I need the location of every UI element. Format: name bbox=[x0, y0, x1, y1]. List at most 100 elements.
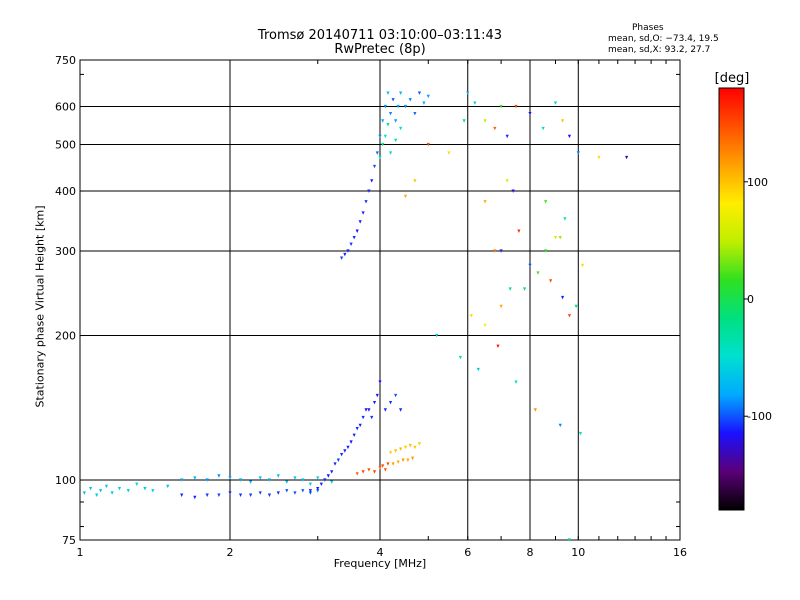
data-point bbox=[378, 466, 382, 470]
data-point bbox=[558, 235, 562, 240]
data-point bbox=[316, 486, 320, 491]
data-point bbox=[378, 134, 382, 139]
data-point bbox=[493, 249, 497, 253]
data-point bbox=[469, 314, 473, 318]
data-point bbox=[426, 94, 430, 99]
data-point bbox=[483, 119, 487, 123]
data-point bbox=[528, 263, 532, 268]
data-point bbox=[466, 91, 470, 95]
data-point bbox=[326, 474, 330, 478]
data-point bbox=[514, 380, 518, 384]
data-point bbox=[361, 211, 365, 215]
data-point bbox=[563, 217, 567, 221]
y-tick-label: 75 bbox=[62, 534, 76, 547]
data-point bbox=[394, 138, 398, 143]
data-point bbox=[383, 104, 387, 109]
data-point bbox=[580, 263, 585, 268]
data-point bbox=[346, 249, 350, 253]
data-point bbox=[401, 458, 405, 462]
data-point bbox=[388, 400, 393, 405]
data-point bbox=[505, 179, 509, 183]
data-point bbox=[151, 489, 155, 493]
data-point bbox=[205, 478, 209, 482]
data-point bbox=[343, 252, 347, 257]
phases-heading: Phases bbox=[632, 23, 664, 33]
x-tick-label: 6 bbox=[464, 546, 471, 559]
data-point bbox=[422, 101, 426, 105]
data-point bbox=[285, 480, 289, 484]
data-point bbox=[367, 408, 371, 412]
x-tick-label: 10 bbox=[571, 546, 585, 559]
data-point bbox=[88, 486, 93, 491]
data-point bbox=[293, 476, 297, 480]
data-point bbox=[381, 119, 385, 123]
data-point bbox=[217, 474, 221, 478]
colorbar-tick-label: 100 bbox=[747, 176, 768, 189]
data-point bbox=[352, 433, 356, 437]
data-point bbox=[517, 229, 521, 233]
data-point bbox=[249, 493, 253, 497]
y-tick-label: 200 bbox=[55, 330, 76, 343]
data-point bbox=[364, 408, 368, 412]
data-point bbox=[410, 456, 415, 461]
data-point bbox=[228, 476, 232, 480]
data-point bbox=[408, 98, 412, 102]
data-point bbox=[99, 489, 103, 493]
data-point bbox=[193, 495, 197, 500]
data-point bbox=[301, 489, 305, 493]
data-point bbox=[567, 134, 572, 139]
data-point bbox=[361, 415, 365, 420]
data-point bbox=[426, 142, 430, 147]
x-tick-label: 1 bbox=[77, 546, 84, 559]
data-point bbox=[364, 200, 368, 204]
data-point bbox=[403, 194, 408, 199]
data-point bbox=[285, 489, 289, 493]
data-point bbox=[458, 355, 463, 360]
data-point bbox=[308, 482, 313, 487]
data-point bbox=[333, 462, 337, 466]
data-point bbox=[316, 489, 320, 493]
x-tick-label: 8 bbox=[527, 546, 534, 559]
data-point bbox=[378, 380, 382, 384]
data-point bbox=[308, 489, 313, 493]
data-point bbox=[293, 491, 297, 495]
phases-line-x: mean, sd,X: 93.2, 27.7 bbox=[608, 45, 711, 55]
x-tick-label: 2 bbox=[227, 546, 234, 559]
data-point bbox=[544, 249, 548, 253]
data-point bbox=[394, 393, 398, 398]
data-point bbox=[483, 323, 487, 328]
data-point bbox=[330, 480, 334, 484]
colorbar-tick-label: 0 bbox=[747, 293, 754, 306]
data-point bbox=[576, 151, 580, 155]
data-point bbox=[388, 451, 393, 455]
data-point bbox=[391, 462, 395, 466]
data-point bbox=[544, 200, 548, 204]
data-point bbox=[104, 484, 109, 489]
data-point bbox=[358, 220, 362, 224]
data-point bbox=[624, 155, 629, 160]
data-point bbox=[386, 91, 390, 95]
data-point bbox=[417, 442, 422, 446]
data-point bbox=[499, 104, 503, 109]
data-point bbox=[462, 119, 466, 123]
data-point bbox=[505, 134, 509, 139]
data-point bbox=[574, 304, 578, 309]
data-point bbox=[355, 426, 359, 431]
data-point bbox=[558, 423, 562, 428]
data-point bbox=[560, 295, 565, 300]
data-point bbox=[340, 452, 344, 457]
data-point bbox=[549, 279, 553, 283]
data-point bbox=[372, 164, 377, 169]
x-tick-label: 4 bbox=[377, 546, 384, 559]
data-point bbox=[536, 271, 540, 275]
data-point bbox=[316, 476, 320, 480]
data-point bbox=[375, 393, 379, 398]
data-point bbox=[308, 491, 313, 495]
data-point bbox=[349, 440, 353, 444]
x-axis-label: Frequency [MHz] bbox=[333, 557, 427, 570]
data-point bbox=[135, 482, 139, 487]
y-tick-label: 750 bbox=[55, 54, 76, 67]
data-point bbox=[388, 151, 393, 155]
data-point bbox=[228, 491, 232, 495]
data-point bbox=[541, 126, 545, 131]
